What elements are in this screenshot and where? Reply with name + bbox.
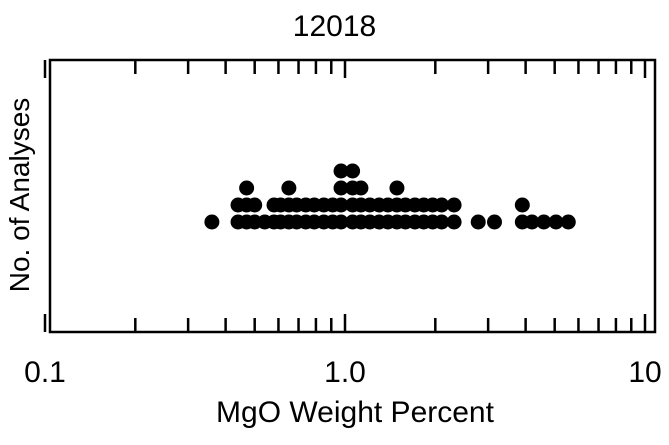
x-axis-label: MgO Weight Percent <box>216 396 494 429</box>
data-point <box>353 180 369 196</box>
chart-title: 12018 <box>292 10 377 43</box>
data-point <box>446 197 462 213</box>
data-point <box>560 214 576 230</box>
data-point <box>239 180 255 196</box>
data-point <box>434 197 450 213</box>
data-point <box>514 197 530 213</box>
data-points <box>204 163 576 230</box>
data-point <box>470 214 486 230</box>
x-tick-label: 10 <box>628 356 661 389</box>
x-tick-label: 0.1 <box>24 356 66 389</box>
data-point <box>281 180 297 196</box>
data-point <box>345 163 361 179</box>
data-point <box>333 214 349 230</box>
data-point <box>524 214 540 230</box>
data-point <box>548 214 564 230</box>
data-point <box>389 180 405 196</box>
data-point <box>434 214 450 230</box>
data-point <box>486 214 502 230</box>
x-ticks <box>43 60 647 332</box>
x-tick-labels: 0.1 1.0 10 <box>24 356 662 389</box>
data-point <box>247 197 263 213</box>
x-tick-label: 1.0 <box>324 356 366 389</box>
plot-frame <box>48 58 657 334</box>
data-point <box>333 163 349 179</box>
data-point <box>333 180 349 196</box>
data-point <box>446 214 462 230</box>
data-point <box>204 214 220 230</box>
data-point <box>536 214 552 230</box>
data-point <box>333 197 349 213</box>
